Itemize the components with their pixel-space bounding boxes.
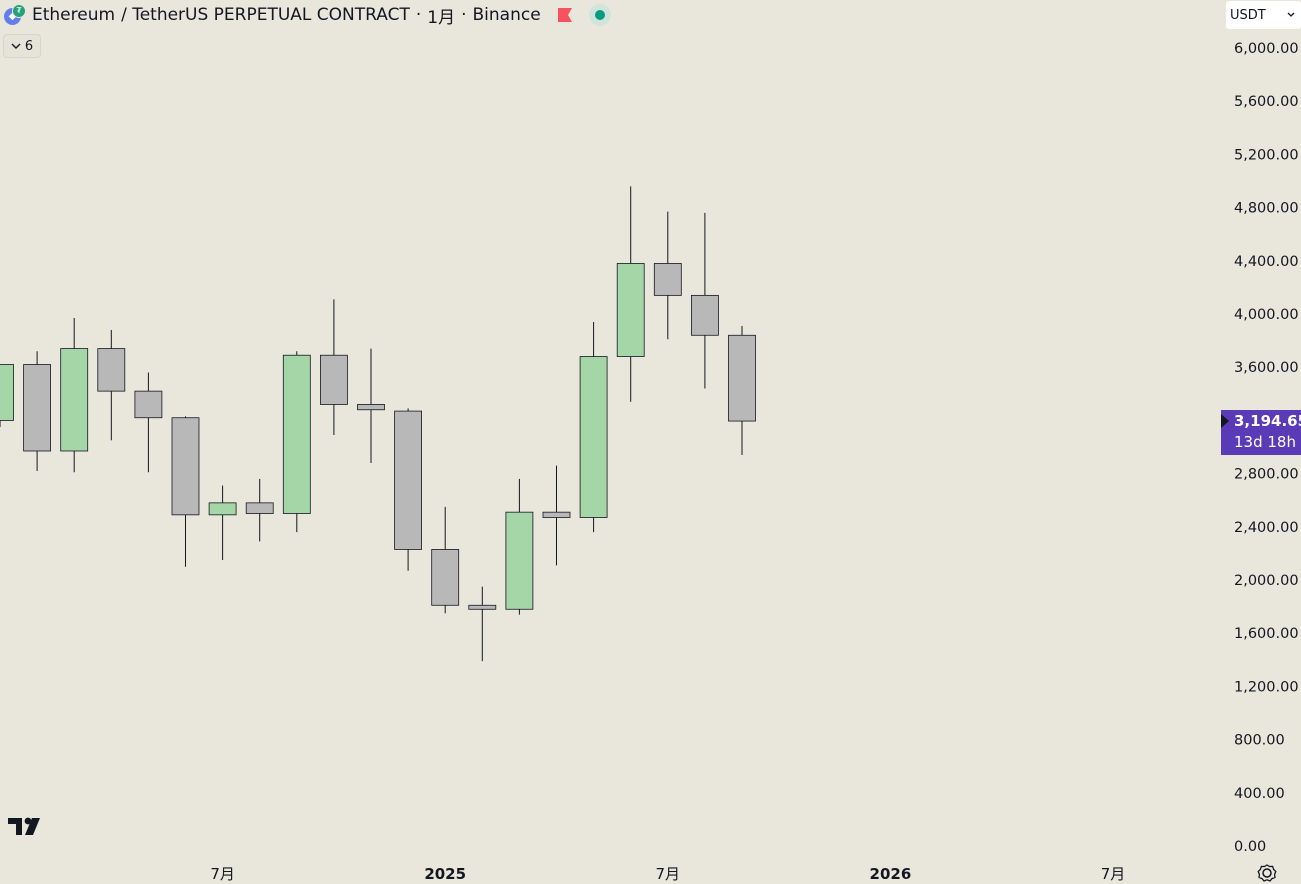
candle-body xyxy=(171,417,200,516)
time-tick-label: 7月 xyxy=(1101,865,1126,883)
price-tick-label: 6,000.00 xyxy=(1234,41,1299,57)
price-tick-label: 4,400.00 xyxy=(1234,254,1299,270)
candles-layer xyxy=(0,186,756,662)
candle[interactable] xyxy=(134,372,163,473)
price-tick-label: 5,600.00 xyxy=(1234,94,1299,110)
chevron-down-icon xyxy=(11,43,21,49)
candle[interactable] xyxy=(728,325,756,455)
candle-body xyxy=(728,334,756,422)
exchange-label[interactable]: Binance xyxy=(472,5,541,25)
candle-body xyxy=(245,502,274,514)
price-marker-arrow xyxy=(1221,414,1229,428)
candle-body xyxy=(0,364,14,421)
chevron-down-icon xyxy=(1287,12,1295,17)
price-tick-label: 2,000.00 xyxy=(1234,573,1299,589)
price-tick-label: 1,200.00 xyxy=(1234,679,1299,695)
indicators-toggle-button[interactable]: 6 xyxy=(3,34,41,58)
status-dot-icon[interactable] xyxy=(588,4,611,26)
candle-body xyxy=(505,511,534,610)
indicator-count: 6 xyxy=(24,38,34,54)
price-tick-label: 5,200.00 xyxy=(1234,147,1299,163)
tradingview-logo-icon[interactable] xyxy=(7,815,47,837)
candle-body xyxy=(97,348,126,392)
candle-body xyxy=(468,604,497,610)
time-tick-label: 7月 xyxy=(210,865,235,883)
candle[interactable] xyxy=(691,212,719,389)
candle-body xyxy=(23,364,52,452)
candle-body xyxy=(431,549,460,606)
candle[interactable] xyxy=(357,348,385,463)
candle[interactable] xyxy=(505,478,534,615)
candle-body xyxy=(134,390,163,419)
candle[interactable] xyxy=(468,586,497,662)
currency-select[interactable]: USDT xyxy=(1226,1,1301,29)
symbol-legend: ◆ ₮ Ethereum / TetherUS PERPETUAL CONTRAC… xyxy=(4,3,611,28)
price-tick-label: 4,800.00 xyxy=(1234,201,1299,217)
candle-body xyxy=(282,354,311,514)
candle[interactable] xyxy=(23,351,52,471)
ethereum-tether-icon: ◆ ₮ xyxy=(4,4,26,26)
symbol-pair[interactable]: / TetherUS PERPETUAL CONTRACT xyxy=(121,5,410,25)
price-tick-label: 400.00 xyxy=(1234,786,1285,802)
flag-icon[interactable] xyxy=(557,7,573,23)
separator-dot: · xyxy=(415,5,422,25)
candle-body xyxy=(60,348,89,452)
interval-label[interactable]: 1月 xyxy=(427,7,456,28)
price-tick-label: 2,800.00 xyxy=(1234,467,1299,483)
candle[interactable] xyxy=(653,211,682,340)
candle-body xyxy=(357,404,385,411)
candle[interactable] xyxy=(171,416,200,567)
candle[interactable] xyxy=(60,317,89,473)
candle[interactable] xyxy=(579,321,608,533)
candle-body xyxy=(653,263,682,296)
candle[interactable] xyxy=(542,465,571,566)
candle[interactable] xyxy=(616,186,645,402)
time-tick-label: 7月 xyxy=(656,865,681,883)
currency-value: USDT xyxy=(1230,7,1266,23)
candle[interactable] xyxy=(319,299,348,436)
separator-dot: · xyxy=(461,5,467,25)
time-axis[interactable]: 7月 2025 7月 2026 7月 xyxy=(210,865,1125,883)
time-tick-label: 2026 xyxy=(870,865,912,883)
candle-body xyxy=(542,511,571,518)
candle-body xyxy=(691,294,719,336)
price-tick-label: 4,000.00 xyxy=(1234,307,1299,323)
time-tick-label: 2025 xyxy=(424,865,466,883)
candle[interactable] xyxy=(394,408,423,571)
candle[interactable] xyxy=(0,364,14,428)
candle-body xyxy=(319,354,348,405)
candle-body xyxy=(616,263,645,357)
last-price-value: 3,194.65 xyxy=(1234,412,1301,430)
price-tick-label: 800.00 xyxy=(1234,733,1285,749)
price-tick-label: 2,400.00 xyxy=(1234,520,1299,536)
price-axis[interactable]: 6,000.00 5,600.00 5,200.00 4,800.00 4,400.00… xyxy=(1234,41,1299,855)
candle-countdown: 13d 18h xyxy=(1234,433,1296,451)
last-price-label: 3,194.65 13d 18h xyxy=(1221,410,1301,455)
candle-body xyxy=(579,356,608,518)
candle[interactable] xyxy=(282,351,311,533)
price-tick-label: 3,600.00 xyxy=(1234,360,1299,376)
settings-icon[interactable] xyxy=(1256,862,1278,884)
candle-body xyxy=(208,502,237,516)
symbol-name[interactable]: Ethereum xyxy=(32,5,116,25)
candle[interactable] xyxy=(431,506,460,614)
price-tick-label: 1,600.00 xyxy=(1234,626,1299,642)
candle[interactable] xyxy=(208,485,237,561)
candle[interactable] xyxy=(97,329,126,441)
candle-body xyxy=(394,410,423,550)
candle[interactable] xyxy=(245,478,274,542)
price-tick-label: 0.00 xyxy=(1234,839,1266,855)
